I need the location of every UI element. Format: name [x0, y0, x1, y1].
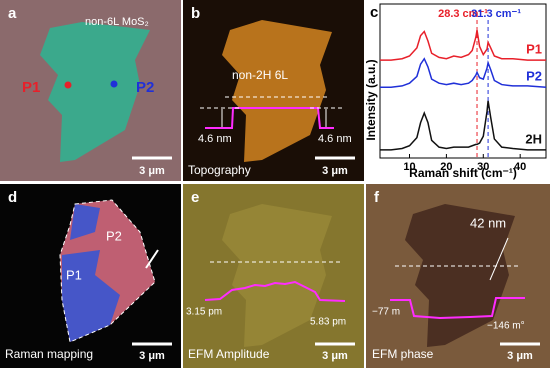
point-label: P1: [22, 79, 40, 96]
flake: [222, 204, 332, 347]
x-tick-label: 40: [514, 161, 526, 173]
spectrum: [380, 30, 546, 61]
panel-label: d: [8, 189, 17, 206]
region-label: P2: [106, 228, 122, 243]
panel-c-bg: [366, 0, 550, 181]
thickness-label: 42 nm: [470, 215, 506, 230]
value-label: −77 m: [372, 307, 400, 318]
value-label: 5.83 pm: [310, 317, 346, 328]
panel-title: non-2H 6L: [232, 68, 288, 82]
plot-frame: [379, 3, 547, 159]
spectrum: [380, 100, 546, 151]
panel-label: e: [191, 189, 199, 206]
legend-label: P2: [526, 69, 542, 84]
scale-text: 3 μm: [139, 165, 165, 177]
height-label: 4.6 nm: [318, 133, 352, 145]
amplitude-profile: [204, 280, 346, 302]
caption: Raman mapping: [5, 347, 93, 361]
region: [70, 204, 100, 240]
scale-text: 3 μm: [507, 350, 533, 362]
flake: [40, 22, 150, 162]
caption: Topography: [188, 163, 251, 177]
outline: [59, 199, 156, 343]
scale-text: 3 μm: [139, 350, 165, 362]
phase-profile: [390, 297, 525, 320]
panel-title: non-6L MoS₂: [85, 16, 149, 28]
arrow: [489, 237, 509, 281]
x-tick-label: 20: [440, 161, 452, 173]
x-tick-label: 30: [477, 161, 489, 173]
flake: [222, 20, 332, 162]
value-label: −146 m°: [487, 321, 525, 332]
panel-label: f: [374, 189, 380, 206]
y-axis-label: Intensity (a.u.): [364, 59, 378, 140]
legend-label: P1: [526, 42, 542, 57]
x-axis-label: Raman shift (cm⁻¹): [409, 166, 517, 180]
region-label: P1: [66, 267, 82, 282]
scale-text: 3 μm: [322, 350, 348, 362]
legend-label: 2H: [525, 131, 542, 146]
height-profile: [205, 107, 334, 129]
annotation: 28.3 cm⁻¹: [438, 8, 488, 20]
panel-label: c: [370, 4, 378, 21]
point-marker: [64, 81, 72, 89]
annotation: 31.3 cm⁻¹: [471, 8, 521, 20]
value-label: 3.15 pm: [186, 307, 222, 318]
spectrum: [380, 57, 547, 89]
caption: EFM phase: [372, 347, 434, 361]
point-marker: [110, 80, 118, 88]
height-label: 4.6 nm: [198, 133, 232, 145]
arrow: [145, 249, 159, 269]
scale-text: 3 μm: [322, 165, 348, 177]
flake: [405, 204, 515, 347]
point-label: P2: [136, 79, 154, 96]
panel-label: a: [8, 5, 17, 22]
panel-label: b: [191, 5, 200, 22]
caption: EFM Amplitude: [188, 347, 270, 361]
region: [62, 250, 120, 342]
x-tick-label: 10: [403, 161, 415, 173]
